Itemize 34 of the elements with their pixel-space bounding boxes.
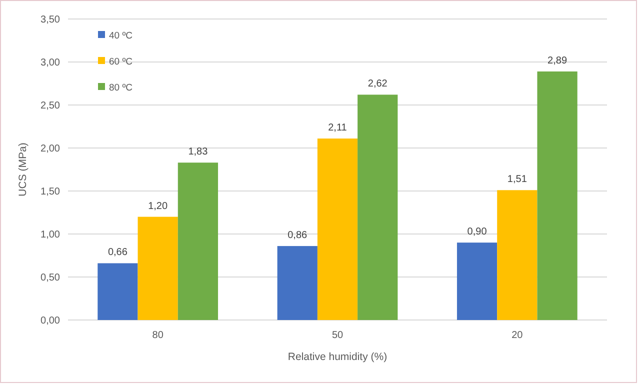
x-tick-label: 80 <box>152 330 164 341</box>
bar <box>358 94 398 320</box>
legend-label: 80 ºC <box>109 82 133 94</box>
bar <box>178 162 218 320</box>
data-label: 2,11 <box>328 122 348 134</box>
data-label: 2,62 <box>368 78 388 90</box>
data-label: 2,89 <box>548 55 568 66</box>
bar <box>138 216 178 320</box>
y-tick-label: 0,00 <box>40 316 60 326</box>
data-label: 1,83 <box>188 146 208 158</box>
data-label: 1,20 <box>148 200 168 212</box>
bar <box>537 71 578 320</box>
y-tick-label: 2,50 <box>40 100 60 112</box>
data-label: 0,90 <box>467 226 488 238</box>
y-axis-title: UCS (MPa) <box>17 142 29 196</box>
y-tick-label: 0,50 <box>40 272 60 284</box>
y-tick-label: 3,00 <box>40 58 60 68</box>
bar <box>98 263 138 320</box>
bar <box>317 138 358 320</box>
y-tick-label: 3,50 <box>40 14 60 26</box>
legend-label: 60 ºC <box>109 56 133 68</box>
x-axis-title: Relative humidity (%) <box>288 351 388 363</box>
bar <box>456 242 498 320</box>
x-tick-label: 50 <box>332 330 344 341</box>
legend-label: 40 ºC <box>109 30 133 42</box>
x-tick-label: 20 <box>512 330 524 341</box>
y-tick-label: 1,50 <box>40 186 60 198</box>
data-label: 1,51 <box>507 174 528 186</box>
bar <box>497 190 538 320</box>
y-tick-label: 1,00 <box>40 230 60 240</box>
y-tick-label: 2,00 <box>40 144 60 154</box>
bar <box>277 246 318 320</box>
data-label: 0,86 <box>288 230 308 242</box>
data-label: 0,66 <box>108 247 128 258</box>
